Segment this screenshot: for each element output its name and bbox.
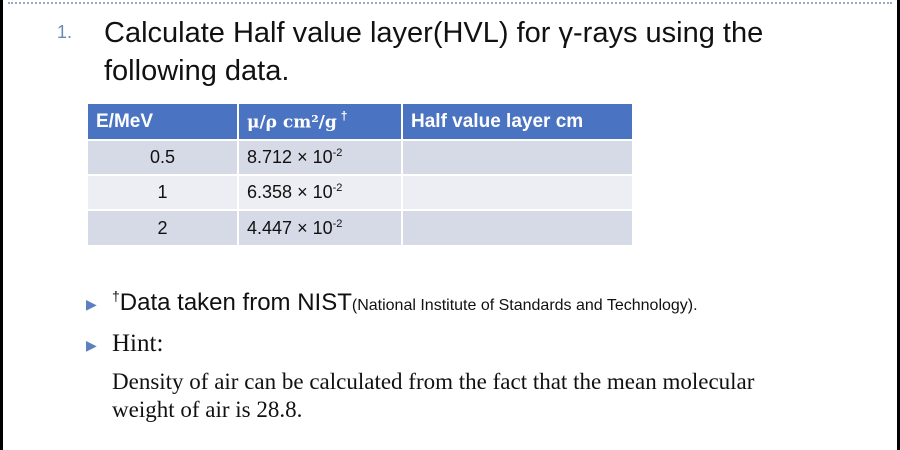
- triangle-bullet-icon: ▶: [86, 296, 97, 312]
- slide-border-left: [0, 0, 3, 450]
- table-row: 2 4.447 × 10-2: [88, 209, 632, 245]
- question-number: 1.: [57, 22, 73, 42]
- table-row: 0.5 8.712 × 10-2: [88, 139, 632, 175]
- cell-hvl: [402, 139, 632, 175]
- triangle-bullet-icon: ▶: [86, 337, 97, 353]
- cell-mass-attenuation: 4.447 × 10-2: [238, 209, 403, 245]
- header-energy: E/MeV: [88, 104, 239, 140]
- source-note: †Data taken from NIST(National Institute…: [112, 288, 698, 316]
- source-dagger: †: [112, 288, 120, 304]
- header-mass-attenuation: μ/ρ cm²/g †: [238, 104, 403, 140]
- top-dotted-rule: [8, 2, 892, 4]
- slide-border-right: [897, 0, 900, 450]
- hint-label: Hint:: [112, 330, 164, 357]
- table-row: 1 6.358 × 10-2: [88, 174, 632, 210]
- attenuation-data-table: E/MeV μ/ρ cm²/g † Half value layer cm 0.5…: [88, 104, 632, 245]
- dagger-mark: †: [340, 109, 348, 124]
- cell-hvl: [402, 174, 632, 210]
- cell-energy: 2: [88, 209, 239, 245]
- cell-energy: 1: [88, 174, 239, 210]
- header-half-value-layer: Half value layer cm: [402, 104, 632, 140]
- hint-text: Density of air can be calculated from th…: [112, 369, 755, 422]
- cell-hvl: [402, 209, 632, 245]
- cell-mass-attenuation: 6.358 × 10-2: [238, 174, 403, 210]
- table-header-row: E/MeV μ/ρ cm²/g † Half value layer cm: [88, 104, 632, 140]
- question-text: Calculate Half value layer(HVL) for γ-ra…: [104, 17, 764, 87]
- cell-mass-attenuation: 8.712 × 10-2: [238, 139, 403, 175]
- cell-energy: 0.5: [88, 139, 239, 175]
